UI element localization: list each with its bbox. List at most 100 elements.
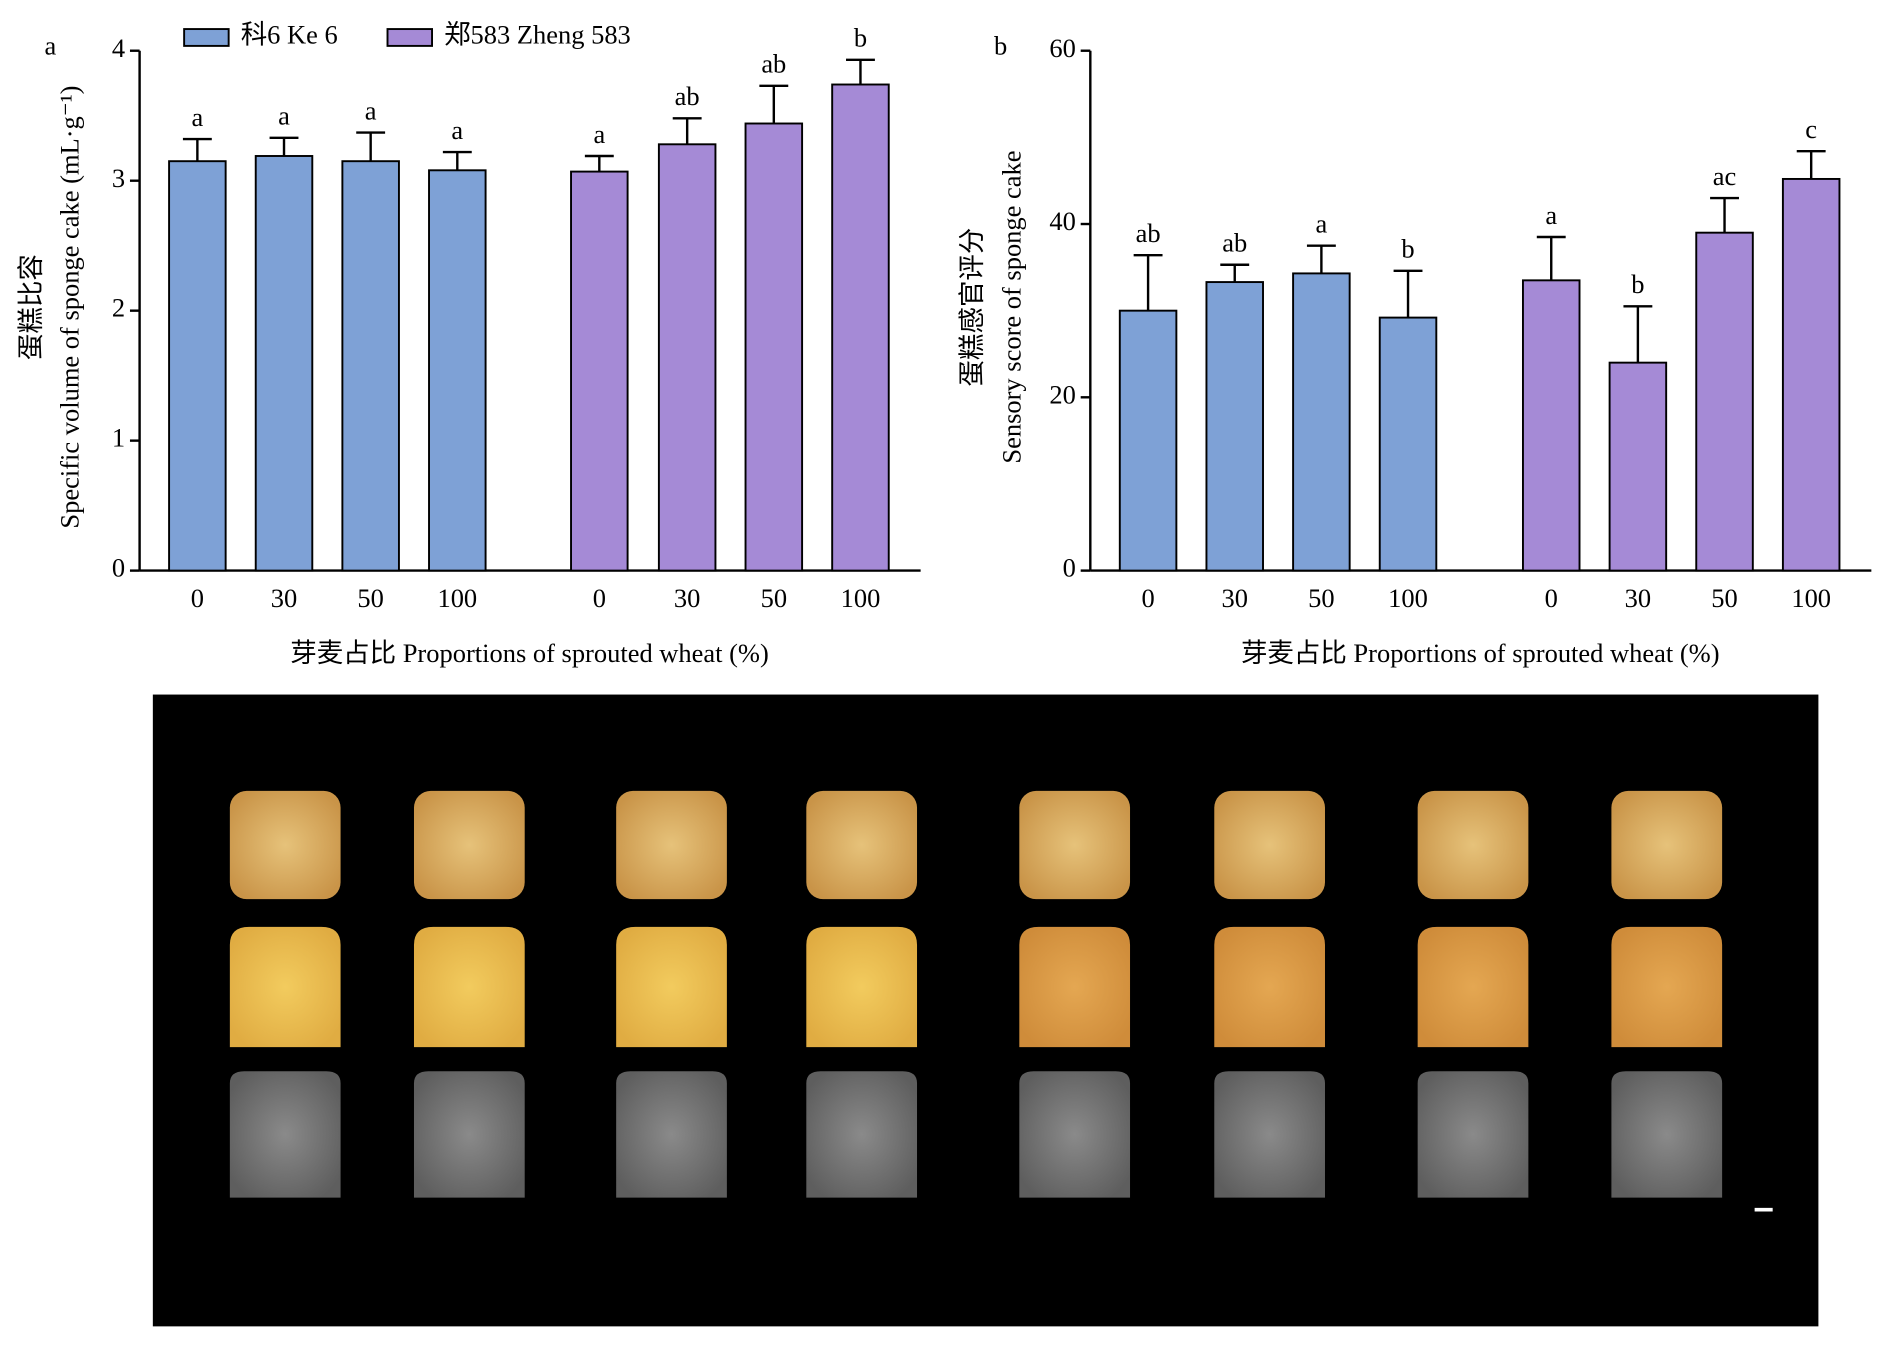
y-tick-label: 2 <box>112 293 125 323</box>
significance-label: ab <box>1136 218 1161 248</box>
bar <box>1695 231 1754 572</box>
x-tick-label: 100 <box>1791 583 1831 613</box>
cake-crumb-photo <box>1417 1071 1529 1198</box>
cake-side-photo <box>616 926 727 1048</box>
legend-label: 科6 Ke 6 <box>241 20 338 50</box>
y-tick-label: 3 <box>112 163 125 193</box>
cake-crumb-photo <box>616 1071 727 1198</box>
significance-label: a <box>1316 208 1328 238</box>
y-axis-title: Specific volume of sponge cake (mL·g⁻¹) <box>54 86 84 529</box>
significance-label: a <box>451 115 463 145</box>
scale-bar-label: 1 cm <box>1738 1177 1791 1207</box>
x-tick-label: 0 <box>1141 583 1154 613</box>
y-tick-label: 0 <box>1063 553 1076 583</box>
photo-label: 30 <box>455 1216 481 1246</box>
photo-label: 50 <box>646 1216 672 1246</box>
cake-side-photo <box>229 926 341 1048</box>
cake-crumb-photo <box>1019 1071 1131 1198</box>
bar <box>1292 272 1351 572</box>
cake-top-photo <box>1214 790 1325 900</box>
y-tick-label: 0 <box>112 553 125 583</box>
x-tick-label: 30 <box>1221 583 1247 613</box>
significance-label: ab <box>761 49 786 79</box>
bar <box>1378 316 1438 572</box>
cake-top-photo <box>1417 790 1529 900</box>
panel-letter: b <box>994 30 1007 60</box>
x-tick-label: 30 <box>1625 583 1651 613</box>
x-tick-label: 100 <box>841 583 881 613</box>
group-title: 郑583 Zheng 583 <box>1279 732 1466 762</box>
bar <box>428 169 487 572</box>
bar <box>744 122 804 572</box>
bar <box>831 83 890 572</box>
significance-label: ab <box>675 81 700 111</box>
cake-crumb-photo <box>229 1071 341 1198</box>
legend-swatch <box>386 28 433 47</box>
bar <box>657 143 717 572</box>
cake-side-photo <box>1019 926 1131 1048</box>
bar <box>1521 279 1581 572</box>
cake-top-photo <box>229 790 341 900</box>
x-axis-title: 芽麦占比 Proportions of sprouted wheat (%) <box>1241 638 1720 668</box>
cake-top-photo <box>413 790 525 900</box>
cake-side-photo <box>1214 926 1325 1048</box>
x-tick-label: 0 <box>1545 583 1558 613</box>
significance-label: a <box>278 101 290 131</box>
photo-label: 100 <box>1653 1216 1693 1246</box>
cake-side-photo <box>1417 926 1529 1048</box>
cake-side-photo <box>1611 926 1723 1048</box>
x-tick-label: 50 <box>1308 583 1334 613</box>
cake-top-photo <box>806 790 918 900</box>
significance-label: ac <box>1713 161 1737 191</box>
photo-label: 0 <box>265 1216 278 1246</box>
legend-swatch <box>183 28 230 47</box>
x-tick-label: 50 <box>761 583 787 613</box>
cake-top-photo <box>1611 790 1723 900</box>
bar <box>341 160 400 572</box>
cake-crumb-photo <box>1611 1071 1723 1198</box>
significance-label: a <box>191 102 203 132</box>
x-axis-title: 芽麦占比 Proportions of sprouted wheat (%) <box>729 1263 1208 1293</box>
cake-crumb-photo <box>1214 1071 1325 1198</box>
bar <box>1205 281 1264 572</box>
cake-crumb-photo <box>413 1071 525 1198</box>
significance-label: a <box>1545 200 1557 230</box>
x-axis-title: 芽麦占比 Proportions of sprouted wheat (%) <box>290 638 769 668</box>
y-tick-label: 40 <box>1049 206 1075 236</box>
bar <box>254 155 314 572</box>
cake-side-photo <box>806 926 918 1048</box>
significance-label: c <box>1805 114 1817 144</box>
significance-label: b <box>854 23 867 53</box>
bar <box>1608 361 1668 572</box>
y-tick-label: 60 <box>1049 33 1075 63</box>
y-axis-title-cn: 蛋糕感官评分 <box>957 228 987 387</box>
y-tick-label: 1 <box>112 423 125 453</box>
x-tick-label: 50 <box>357 583 383 613</box>
significance-label: b <box>1401 234 1414 264</box>
significance-label: ab <box>1222 228 1247 258</box>
x-tick-label: 30 <box>271 583 297 613</box>
photo-label: 50 <box>1457 1216 1483 1246</box>
y-axis-title: Sensory score of sponge cake <box>997 150 1027 463</box>
legend-label: 郑583 Zheng 583 <box>444 20 631 50</box>
x-tick-label: 100 <box>1388 583 1428 613</box>
significance-label: b <box>1631 269 1644 299</box>
bar <box>1118 309 1178 572</box>
photo-label: 30 <box>1258 1216 1284 1246</box>
y-axis-title-cn: 蛋糕比容 <box>16 254 46 360</box>
panel-letter: c <box>184 714 196 744</box>
bar <box>168 160 227 572</box>
y-tick-label: 4 <box>112 33 125 63</box>
x-tick-label: 0 <box>593 583 606 613</box>
bar <box>570 170 629 572</box>
cake-top-photo <box>616 790 727 900</box>
x-tick-label: 30 <box>674 583 700 613</box>
photo-label: 100 <box>836 1216 876 1246</box>
cake-crumb-photo <box>806 1071 918 1198</box>
panel-letter: a <box>45 30 57 60</box>
bar <box>1781 177 1841 572</box>
cake-side-photo <box>413 926 525 1048</box>
x-tick-label: 50 <box>1711 583 1737 613</box>
x-tick-label: 100 <box>437 583 477 613</box>
